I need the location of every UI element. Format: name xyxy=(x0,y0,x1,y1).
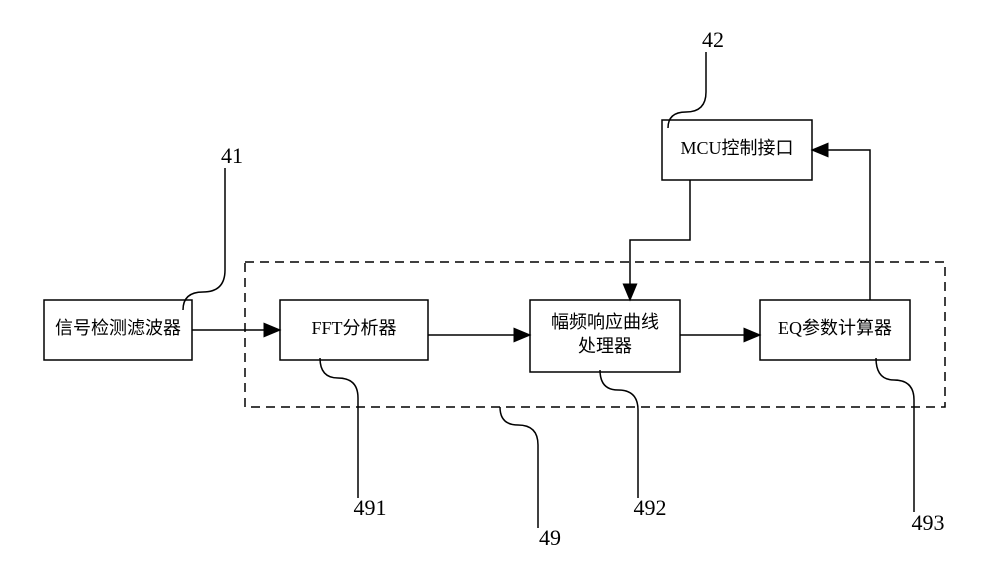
callout-491-leader xyxy=(320,358,358,498)
callout-49-leader xyxy=(500,407,538,528)
box-resp-label-line1: 幅频响应曲线 xyxy=(551,312,659,332)
box-mcu: MCU控制接口 xyxy=(662,120,812,180)
callout-42-leader xyxy=(668,52,706,128)
arrow-eq-to-mcu xyxy=(812,150,870,300)
callout-492-leader xyxy=(600,370,638,498)
box-eq: EQ参数计算器 xyxy=(760,300,910,360)
callout-493-label: 493 xyxy=(912,510,945,535)
box-mcu-label: MCU控制接口 xyxy=(680,138,793,158)
callout-42-label: 42 xyxy=(702,27,724,52)
box-filter: 信号检测滤波器 xyxy=(44,300,192,360)
callout-49-label: 49 xyxy=(539,525,561,550)
box-eq-label: EQ参数计算器 xyxy=(778,318,892,338)
block-diagram: 信号检测滤波器 FFT分析器 幅频响应曲线 处理器 EQ参数计算器 MCU控制接… xyxy=(0,0,1000,576)
box-fft: FFT分析器 xyxy=(280,300,428,360)
callout-492-label: 492 xyxy=(634,495,667,520)
callout-41-label: 41 xyxy=(221,143,243,168)
arrow-mcu-to-resp xyxy=(630,180,690,300)
box-resp-label-line2: 处理器 xyxy=(578,336,632,356)
box-fft-label: FFT分析器 xyxy=(311,318,396,338)
box-resp: 幅频响应曲线 处理器 xyxy=(530,300,680,372)
box-filter-label: 信号检测滤波器 xyxy=(55,318,181,338)
callout-491-label: 491 xyxy=(354,495,387,520)
callout-41-leader xyxy=(183,168,225,310)
callout-493-leader xyxy=(876,358,914,512)
